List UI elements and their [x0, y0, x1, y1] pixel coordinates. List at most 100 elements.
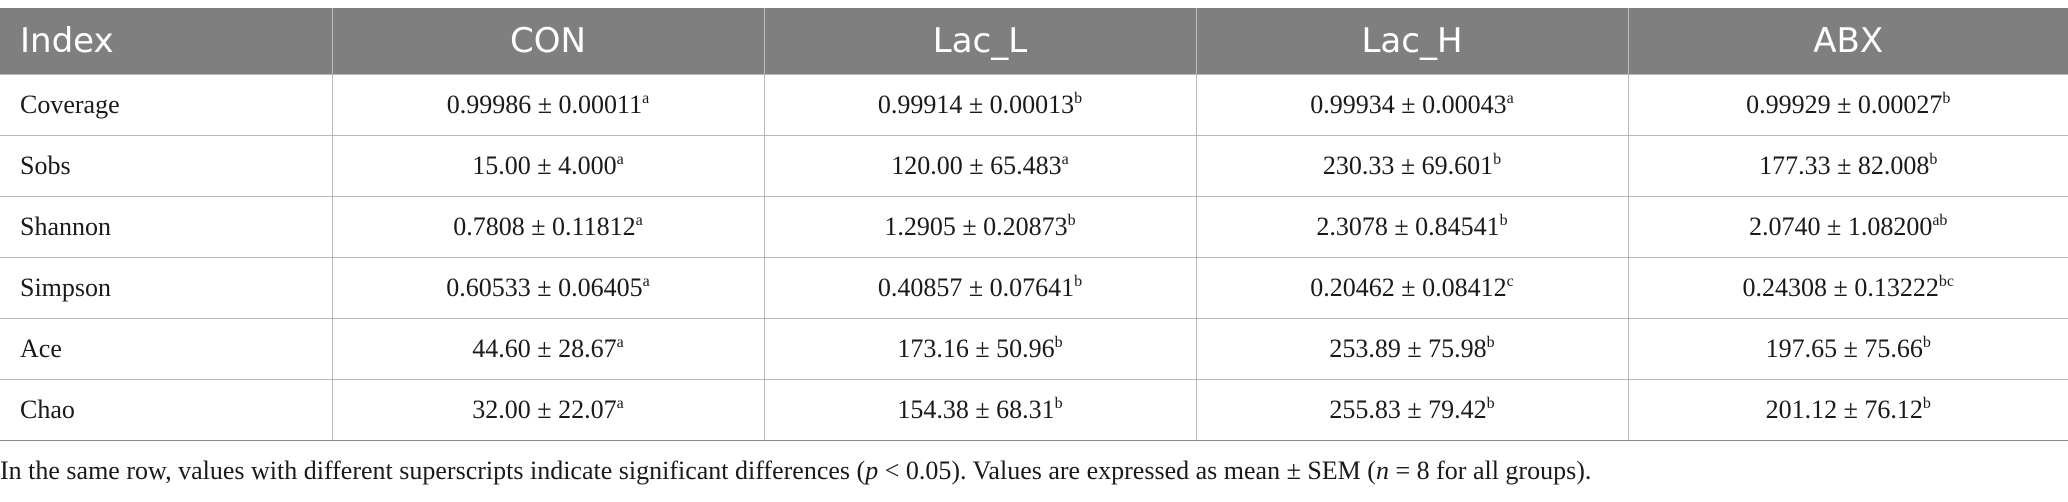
table-cell: 0.7808 ± 0.11812a — [331, 196, 764, 258]
table-row: Shannon 0.7808 ± 0.11812a 1.2905 ± 0.20873… — [0, 196, 2068, 258]
cell-superscript: ab — [1932, 212, 1948, 229]
table-cell: 44.60 ± 28.67a — [331, 318, 764, 380]
cell-superscript: b — [1067, 212, 1076, 229]
cell-value: 230.33 ± 69.601 — [1322, 151, 1494, 180]
cell-superscript: b — [1054, 334, 1063, 351]
header-lac-l: Lac_L — [763, 8, 1196, 75]
row-index-label: Coverage — [0, 74, 332, 136]
row-index-label: Ace — [0, 318, 332, 380]
cell-superscript: b — [1929, 151, 1938, 168]
table-footnote: In the same row, values with different s… — [0, 456, 1591, 486]
table-row: Sobs 15.00 ± 4.000a 120.00 ± 65.483a 230.33… — [0, 135, 2068, 197]
cell-superscript: a — [616, 395, 624, 412]
cell-superscript: a — [642, 90, 650, 107]
table-row: Ace 44.60 ± 28.67a 173.16 ± 50.96b 253.89 ±… — [0, 318, 2068, 380]
cell-value: 0.99929 ± 0.00027 — [1746, 90, 1943, 119]
table-cell: 154.38 ± 68.31b — [763, 379, 1196, 441]
cell-value: 0.60533 ± 0.06405 — [446, 273, 643, 302]
cell-value: 253.89 ± 75.98 — [1329, 334, 1487, 363]
cell-superscript: b — [1499, 212, 1508, 229]
cell-value: 255.83 ± 79.42 — [1329, 395, 1487, 424]
table-cell: 2.3078 ± 0.84541b — [1195, 196, 1628, 258]
results-table: Index CON Lac_L Lac_H ABX Coverage 0.9998… — [0, 8, 2068, 441]
cell-superscript: a — [616, 151, 624, 168]
cell-superscript: a — [616, 334, 624, 351]
footnote-p-symbol: p — [865, 456, 879, 485]
table-cell: 201.12 ± 76.12b — [1627, 379, 2068, 441]
cell-superscript: bc — [1938, 273, 1954, 290]
table-cell: 0.99914 ± 0.00013b — [763, 74, 1196, 136]
footnote-text-2: < 0.05). Values are expressed as mean ± … — [878, 456, 1376, 485]
table-cell: 173.16 ± 50.96b — [763, 318, 1196, 380]
footnote-text-1: In the same row, values with different s… — [0, 456, 866, 485]
table-cell: 15.00 ± 4.000a — [331, 135, 764, 197]
cell-value: 44.60 ± 28.67 — [472, 334, 617, 363]
cell-value: 197.65 ± 75.66 — [1765, 334, 1923, 363]
cell-superscript: b — [1922, 334, 1931, 351]
cell-superscript: b — [1074, 273, 1083, 290]
table-cell: 0.24308 ± 0.13222bc — [1627, 257, 2068, 319]
table-cell: 32.00 ± 22.07a — [331, 379, 764, 441]
table-container: Index CON Lac_L Lac_H ABX Coverage 0.9998… — [0, 8, 2068, 441]
cell-value: 15.00 ± 4.000 — [472, 151, 617, 180]
table-cell: 0.60533 ± 0.06405a — [331, 257, 764, 319]
cell-superscript: a — [635, 212, 643, 229]
table-cell: 0.20462 ± 0.08412c — [1195, 257, 1628, 319]
table-cell: 197.65 ± 75.66b — [1627, 318, 2068, 380]
table-cell: 120.00 ± 65.483a — [763, 135, 1196, 197]
cell-superscript: b — [1054, 395, 1063, 412]
table-cell: 253.89 ± 75.98b — [1195, 318, 1628, 380]
header-abx: ABX — [1627, 8, 2068, 75]
cell-value: 154.38 ± 68.31 — [897, 395, 1055, 424]
cell-value: 0.24308 ± 0.13222 — [1742, 273, 1939, 302]
cell-value: 0.7808 ± 0.11812 — [453, 212, 636, 241]
cell-value: 2.3078 ± 0.84541 — [1316, 212, 1500, 241]
table-cell: 2.0740 ± 1.08200ab — [1627, 196, 2068, 258]
cell-superscript: b — [1493, 151, 1502, 168]
header-con: CON — [331, 8, 764, 75]
table-cell: 0.99986 ± 0.00011a — [331, 74, 764, 136]
cell-value: 201.12 ± 76.12 — [1765, 395, 1923, 424]
table-cell: 177.33 ± 82.008b — [1627, 135, 2068, 197]
cell-superscript: b — [1922, 395, 1931, 412]
cell-value: 0.99934 ± 0.00043 — [1310, 90, 1507, 119]
table-cell: 1.2905 ± 0.20873b — [763, 196, 1196, 258]
cell-value: 1.2905 ± 0.20873 — [884, 212, 1068, 241]
cell-value: 120.00 ± 65.483 — [891, 151, 1062, 180]
cell-superscript: c — [1506, 273, 1514, 290]
cell-value: 0.40857 ± 0.07641 — [877, 273, 1075, 302]
cell-value: 0.20462 ± 0.08412 — [1310, 273, 1507, 302]
cell-value: 0.99914 ± 0.00013 — [877, 90, 1075, 119]
cell-value: 0.99986 ± 0.00011 — [446, 90, 643, 119]
cell-superscript: a — [1061, 151, 1069, 168]
table-cell: 0.99929 ± 0.00027b — [1627, 74, 2068, 136]
cell-superscript: b — [1942, 90, 1951, 107]
header-index: Index — [0, 8, 332, 75]
row-index-label: Sobs — [0, 135, 332, 197]
cell-value: 173.16 ± 50.96 — [897, 334, 1055, 363]
row-index-label: Shannon — [0, 196, 332, 258]
header-lac-h: Lac_H — [1195, 8, 1628, 75]
header-row: Index CON Lac_L Lac_H ABX — [0, 8, 2068, 75]
cell-superscript: b — [1074, 90, 1083, 107]
table-cell: 255.83 ± 79.42b — [1195, 379, 1628, 441]
table-cell: 230.33 ± 69.601b — [1195, 135, 1628, 197]
table-cell: 0.40857 ± 0.07641b — [763, 257, 1196, 319]
footnote-text-3: = 8 for all groups). — [1388, 456, 1592, 485]
table-body: Coverage 0.99986 ± 0.00011a 0.99914 ± 0.00… — [0, 74, 2068, 441]
cell-superscript: b — [1486, 395, 1495, 412]
cell-superscript: b — [1486, 334, 1495, 351]
table-row: Coverage 0.99986 ± 0.00011a 0.99914 ± 0.00… — [0, 74, 2068, 136]
table-row: Simpson 0.60533 ± 0.06405a 0.40857 ± 0.076… — [0, 257, 2068, 319]
cell-value: 2.0740 ± 1.08200 — [1749, 212, 1933, 241]
cell-value: 177.33 ± 82.008 — [1759, 151, 1930, 180]
cell-superscript: a — [1506, 90, 1514, 107]
cell-value: 32.00 ± 22.07 — [472, 395, 617, 424]
table-cell: 0.99934 ± 0.00043a — [1195, 74, 1628, 136]
footnote-n-symbol: n — [1375, 456, 1389, 485]
cell-superscript: a — [642, 273, 650, 290]
row-index-label: Simpson — [0, 257, 332, 319]
table-row: Chao 32.00 ± 22.07a 154.38 ± 68.31b 255.83 … — [0, 379, 2068, 441]
table-header: Index CON Lac_L Lac_H ABX — [0, 8, 2068, 75]
row-index-label: Chao — [0, 379, 332, 441]
